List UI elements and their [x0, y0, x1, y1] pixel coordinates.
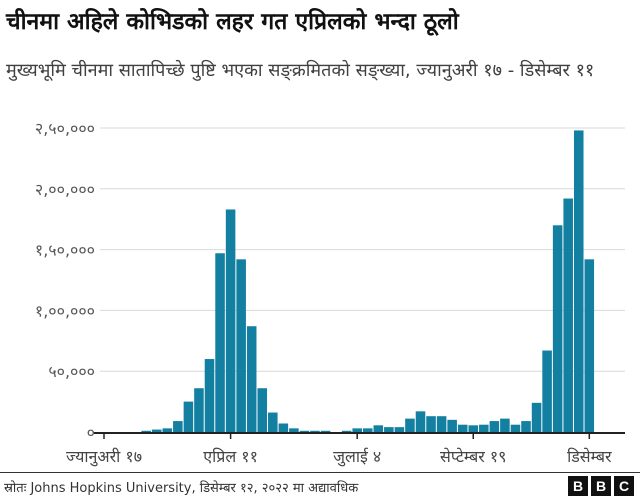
bar	[373, 425, 384, 432]
bar	[362, 428, 373, 432]
logo-letter: B	[591, 476, 611, 496]
bar	[500, 418, 510, 432]
bar	[236, 259, 246, 432]
bar	[457, 424, 468, 432]
bar	[310, 430, 320, 432]
bar	[320, 430, 331, 432]
logo-letter: B	[568, 476, 588, 496]
bar	[173, 421, 183, 432]
bar	[384, 427, 394, 432]
y-tick-label: ५०,०००	[48, 362, 95, 381]
bar	[246, 326, 257, 432]
bar	[278, 423, 289, 432]
bar	[447, 419, 457, 432]
bar	[225, 209, 236, 432]
bar	[510, 424, 521, 432]
bar	[542, 350, 552, 432]
bar	[415, 411, 426, 432]
bar	[162, 428, 173, 432]
bar	[531, 402, 542, 432]
bar	[479, 424, 489, 432]
y-tick-label: २,००,०००	[35, 180, 95, 199]
bar	[341, 430, 352, 432]
logo-letter: C	[614, 476, 634, 496]
source-note: स्रोतः Johns Hopkins University, डिसेम्ब…	[4, 481, 359, 496]
x-tick-label: सेप्टेम्बर १९	[440, 447, 507, 466]
y-tick-label: १,५०,०००	[35, 241, 95, 260]
x-tick-label: ज्यानुअरी १७	[66, 447, 142, 467]
x-tick-label: जुलाई ४	[333, 447, 381, 467]
bar	[468, 425, 479, 432]
bar	[521, 421, 531, 432]
bar-chart: ० ५०,००० १,००,००० १,५०,००० २,००,००० २,५०,००० ज…	[35, 119, 625, 467]
bar	[289, 428, 299, 432]
bar	[257, 388, 268, 432]
bar	[268, 412, 278, 432]
x-tick-label: डिसेम्बर	[567, 447, 612, 466]
bar	[352, 428, 362, 432]
y-tick-label: १,००,०००	[35, 301, 95, 320]
bar	[426, 416, 436, 432]
bar	[194, 388, 204, 432]
bar	[563, 198, 573, 432]
bar	[584, 259, 595, 432]
bar	[215, 253, 225, 432]
bar	[552, 225, 563, 432]
bar	[299, 430, 310, 432]
y-tick-label: २,५०,०००	[35, 119, 95, 138]
bar	[394, 427, 405, 432]
bar	[204, 359, 215, 432]
footer-divider	[0, 472, 640, 473]
bar	[405, 418, 415, 432]
bar	[489, 421, 500, 432]
bar	[436, 416, 447, 432]
x-tick-label: एप्रिल ११	[203, 447, 258, 466]
y-tick-label: ०	[87, 423, 95, 442]
bar	[151, 429, 162, 432]
chart-subtitle: मुख्यभूमि चीनमा सातापिच्छे पुष्टि भएका स…	[6, 60, 595, 81]
bar	[183, 401, 194, 432]
bar	[573, 130, 584, 432]
bar	[141, 430, 151, 432]
chart-title: चीनमा अहिले कोभिडको लहर गत एप्रिलको भन्द…	[6, 9, 459, 35]
